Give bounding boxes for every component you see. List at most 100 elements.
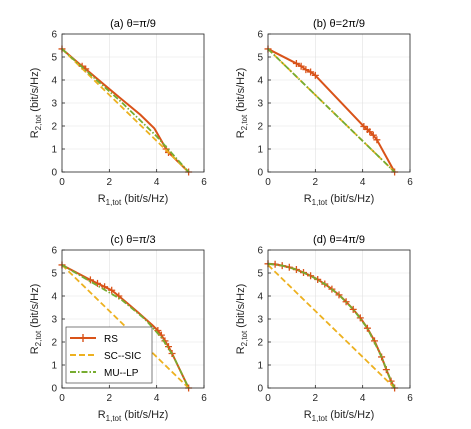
panel-c-xtick-label: 6 [201,393,207,404]
panel-b-title: (b) θ=2π/9 [313,18,365,30]
panel-d-xtick-label: 4 [360,393,366,404]
panel-a-ytick-label: 1 [51,145,57,156]
panel-d-title: (d) θ=4π/9 [313,234,365,246]
panel-d-series-sc-sic [267,264,396,389]
panel-b-rs-marker [369,131,377,139]
panel-c-ytick-label: 0 [51,384,57,395]
legend: RS SC--SIC MU--LP [65,326,153,384]
panel-c-xlabel-sub: 1,tot [106,414,122,423]
panel-c-xtick-label: 0 [59,393,65,404]
panel-c-ytick-label: 6 [51,246,57,257]
panel-a-series-sc-sic [61,48,190,173]
panel-b-ytick-label: 6 [257,30,263,41]
panel-c-ytick-label: 2 [51,338,57,349]
panel-b-ylabel-sub: 2,tot [240,114,249,130]
panel-a-xtick-label: 2 [107,177,113,188]
panel-d-ytick-label: 3 [257,315,263,326]
panel-d-xtick-label: 0 [265,393,271,404]
panel-a-ticks: 0 2 4 6 0 1 2 3 4 5 6 [51,30,207,189]
legend-entry-sc-sic: SC--SIC [70,351,141,362]
panel-d-ytick-label: 2 [257,338,263,349]
panel-a-xtick-label: 6 [201,177,207,188]
panel-c-plot [58,261,193,392]
panel-d-rs-marker [349,305,357,313]
panel-b-ytick-label: 1 [257,145,263,156]
panel-b-rs-marker [297,62,305,70]
legend-rs-marker [79,334,87,342]
panel-a-ylabel: R2,tot (bit/s/Hz) [29,68,43,139]
panel-d-ytick-label: 5 [257,269,263,280]
legend-sc-sic-label: SC--SIC [104,351,141,362]
panel-b-xlabel-main: R [304,193,312,205]
panel-d-xtick-label: 2 [313,393,319,404]
panel-a-plot [58,45,193,176]
panel-b-xtick-label: 4 [360,177,366,188]
panel-b-ylabel-main: R [235,130,247,138]
panel-d-xlabel-main: R [304,409,312,421]
panel-b-xtick-label: 6 [407,177,413,188]
panel-b-series-mu-lp [267,48,396,173]
panel-b-rs-marker [292,59,300,67]
panel-d-ticks: 0 2 4 6 0 1 2 3 4 5 6 [257,246,413,405]
panel-a-ytick-label: 5 [51,53,57,64]
panel-b-xtick-label: 0 [265,177,271,188]
panel-d-ylabel: R2,tot (bit/s/Hz) [235,284,249,355]
panel-d-ytick-label: 4 [257,292,263,303]
panel-a-ylabel-unit: (bit/s/Hz) [29,68,41,115]
panel-d-rs-marker [363,324,371,332]
panel-a-ytick-label: 2 [51,122,57,133]
panel-b-rs-marker [360,122,368,130]
panel-a-ylabel-main: R [29,130,41,138]
panel-d-xlabel: R1,tot (bit/s/Hz) [304,409,375,423]
panel-b-xlabel: R1,tot (bit/s/Hz) [304,193,375,207]
panel-c-rs-marker [86,276,94,284]
panel-a-xlabel: R1,tot (bit/s/Hz) [98,193,169,207]
panel-c-xlabel: R1,tot (bit/s/Hz) [98,409,169,423]
panel-d-ytick-label: 6 [257,246,263,257]
panel-a-xlabel-unit: (bit/s/Hz) [121,193,168,205]
panel-c-rs-marker [108,286,116,294]
panel-b-ytick-label: 5 [257,53,263,64]
panel-b-ylabel: R2,tot (bit/s/Hz) [235,68,249,139]
panel-a-xlabel-sub: 1,tot [106,198,122,207]
panel-d-xlabel-unit: (bit/s/Hz) [327,409,374,421]
panel-c-xtick-label: 2 [107,393,113,404]
panel-b-ticks: 0 2 4 6 0 1 2 3 4 5 6 [257,30,413,189]
panel-c-title: (c) θ=π/3 [110,234,155,246]
panel-d-rs-marker [307,272,315,280]
panel-d-xlabel-sub: 1,tot [312,414,328,423]
panel-c-ytick-label: 3 [51,315,57,326]
panel-c-ytick-label: 4 [51,292,57,303]
legend-entry-mu-lp: MU--LP [70,368,139,379]
panel-b-rs-marker [302,66,310,74]
panel-a-ytick-label: 3 [51,99,57,110]
panel-b-xlabel-sub: 1,tot [312,198,328,207]
panel-c-ylabel-main: R [29,346,41,354]
panel-c-ylabel-unit: (bit/s/Hz) [29,284,41,331]
legend-entry-rs: RS [70,334,118,345]
panel-b-ytick-label: 0 [257,168,263,179]
panel-d-rs-marker [335,291,343,299]
panel-a-ytick-label: 0 [51,168,57,179]
panel-c-ticks: 0 2 4 6 0 1 2 3 4 5 6 [51,246,207,405]
panel-b-rs-marker [373,136,381,144]
panel-d-rs-marker [285,263,293,271]
panel-d-series-mu-lp [267,262,396,389]
panel-b-plot [264,45,399,176]
legend-rs-label: RS [104,334,118,345]
panel-a-ytick-label: 6 [51,30,57,41]
panel-a-xtick-label: 0 [59,177,65,188]
panel-c-ytick-label: 1 [51,361,57,372]
panel-c-xlabel-main: R [98,409,106,421]
panel-b-ylabel-unit: (bit/s/Hz) [235,68,247,115]
panel-d-ytick-label: 0 [257,384,263,395]
panel-d-ylabel-sub: 2,tot [240,330,249,346]
panel-d-ylabel-main: R [235,346,247,354]
panel-c-ylabel: R2,tot (bit/s/Hz) [29,284,43,355]
panel-a-xlabel-main: R [98,193,106,205]
panel-b-rs-marker [366,128,374,136]
panel-b-ytick-label: 3 [257,99,263,110]
